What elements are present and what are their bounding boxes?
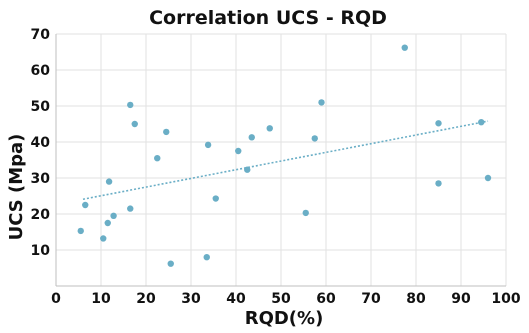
y-tick-label-10: 10 xyxy=(31,243,51,259)
y-tick-label-20: 20 xyxy=(31,207,51,223)
y-tick-label-40: 40 xyxy=(31,135,51,151)
data-point-6 xyxy=(110,212,117,219)
data-point-26 xyxy=(478,119,485,126)
x-tick-label-30: 30 xyxy=(181,291,201,307)
data-point-23 xyxy=(401,44,408,51)
data-point-2 xyxy=(82,201,89,209)
x-tick-label-40: 40 xyxy=(226,291,246,307)
x-tick-label-10: 10 xyxy=(91,291,111,307)
data-point-16 xyxy=(235,147,242,155)
data-point-25 xyxy=(435,180,442,187)
data-point-13 xyxy=(203,254,210,261)
tick-labels: 0 10 20 30 40 50 60 70 80 90 100 10 20 30 40 50 60 70 xyxy=(31,27,521,307)
x-tick-label-60: 60 xyxy=(316,291,336,307)
data-point-9 xyxy=(131,120,138,128)
data-point-8 xyxy=(127,101,134,109)
gridlines xyxy=(56,33,507,286)
data-point-24 xyxy=(435,120,442,127)
data-point-7 xyxy=(127,205,134,212)
y-tick-label-50: 50 xyxy=(31,99,51,115)
trendline xyxy=(82,120,489,201)
data-point-11 xyxy=(163,128,170,136)
data-point-27 xyxy=(484,174,492,182)
y-tick-label-30: 30 xyxy=(31,171,51,187)
x-axis-title: RQD(%) xyxy=(245,308,324,329)
chart-title: Correlation UCS - RQD xyxy=(149,7,387,29)
y-axis-title: UCS (Mpa) xyxy=(6,134,27,241)
data-point-14 xyxy=(204,141,212,149)
data-point-21 xyxy=(311,135,318,142)
y-tick-label-70: 70 xyxy=(31,27,51,43)
x-tick-label-80: 80 xyxy=(406,291,426,307)
x-tick-label-90: 90 xyxy=(451,291,471,307)
data-point-17 xyxy=(244,166,251,173)
data-point-10 xyxy=(154,155,161,162)
x-tick-label-20: 20 xyxy=(136,291,156,307)
data-point-19 xyxy=(266,125,273,132)
data-points xyxy=(77,44,492,267)
data-point-3 xyxy=(100,235,107,242)
x-tick-label-100: 100 xyxy=(491,291,520,307)
trendline-layer xyxy=(82,120,489,201)
y-tick-label-60: 60 xyxy=(31,63,51,79)
data-point-1 xyxy=(77,227,84,235)
data-point-12 xyxy=(167,260,174,267)
data-point-18 xyxy=(248,134,255,141)
x-tick-label-0: 0 xyxy=(51,291,61,307)
x-tick-label-50: 50 xyxy=(271,291,291,307)
data-point-15 xyxy=(212,195,219,202)
data-point-4 xyxy=(104,219,111,227)
data-point-20 xyxy=(302,209,309,217)
x-tick-label-70: 70 xyxy=(361,291,381,307)
data-point-22 xyxy=(318,99,325,106)
data-point-5 xyxy=(105,178,113,185)
